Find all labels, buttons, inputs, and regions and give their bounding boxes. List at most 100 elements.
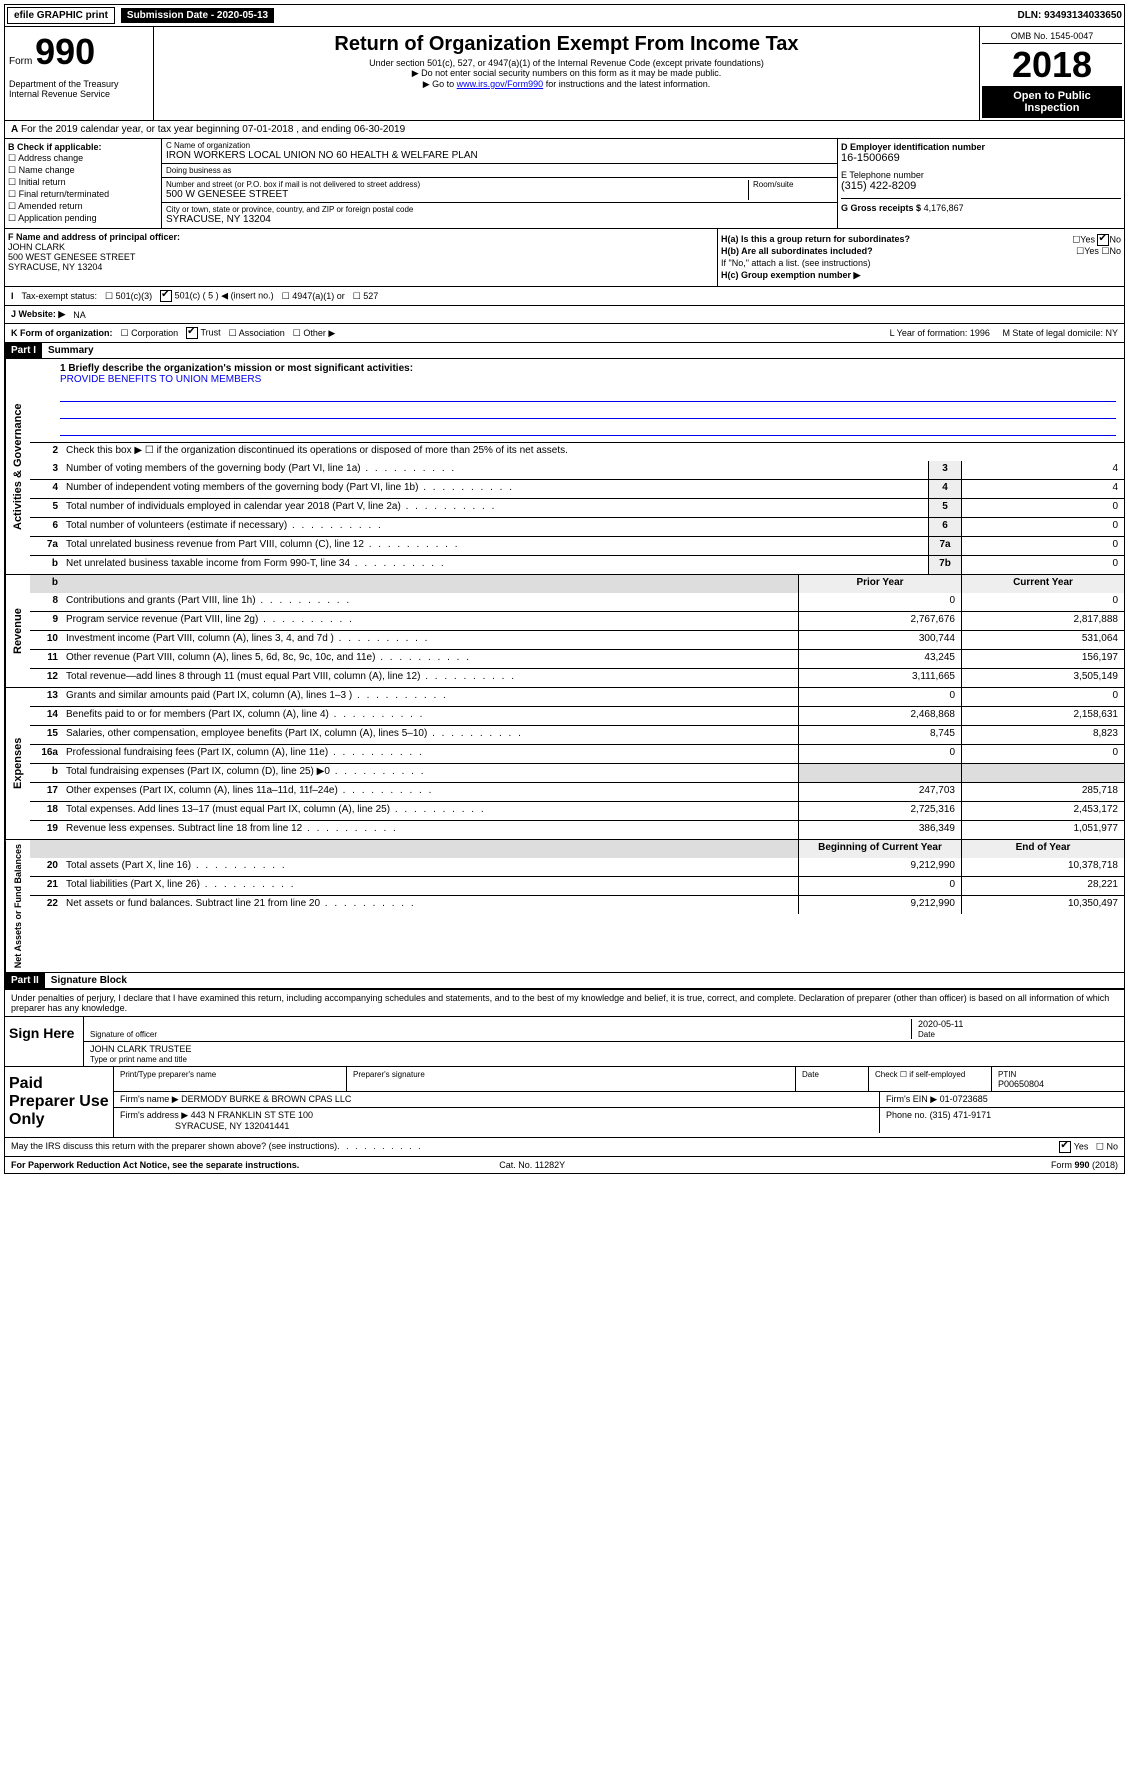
opt-initial-return[interactable]: ☐ Initial return: [8, 177, 158, 188]
ptin-value: P00650804: [998, 1079, 1044, 1089]
k-row: K Form of organization: ☐ Corporation Tr…: [4, 324, 1125, 343]
instructions-link[interactable]: www.irs.gov/Form990: [457, 79, 544, 89]
line-19-current: 1,051,977: [961, 821, 1124, 839]
firm-phone: (315) 471-9171: [930, 1110, 992, 1120]
opt-application-pending[interactable]: ☐ Application pending: [8, 213, 158, 224]
signature-block: Under penalties of perjury, I declare th…: [4, 990, 1125, 1138]
form-id-block: Form 990 Department of the Treasury Inte…: [5, 27, 154, 120]
line-7a-value: 0: [961, 537, 1124, 555]
state-domicile: M State of legal domicile: NY: [1002, 328, 1118, 338]
section-fh: F Name and address of principal officer:…: [4, 229, 1125, 287]
line-14-current: 2,158,631: [961, 707, 1124, 725]
org-name-label: C Name of organization: [166, 141, 833, 150]
paperwork-notice: For Paperwork Reduction Act Notice, see …: [11, 1160, 299, 1170]
dln: DLN: 93493134033650: [1017, 10, 1122, 21]
sig-date: 2020-05-11: [918, 1019, 963, 1029]
line-8-current: 0: [961, 593, 1124, 611]
sign-here-label: Sign Here: [5, 1017, 84, 1066]
form-label: Form: [9, 56, 32, 67]
opt-amended-return[interactable]: ☐ Amended return: [8, 201, 158, 212]
line-9-current: 2,817,888: [961, 612, 1124, 630]
officer-name-title: JOHN CLARK TRUSTEE: [90, 1044, 191, 1054]
vtab-revenue: Revenue: [5, 575, 30, 687]
line-9-prior: 2,767,676: [798, 612, 961, 630]
year-formation: L Year of formation: 1996: [890, 328, 990, 338]
line-a: A For the 2019 calendar year, or tax yea…: [4, 121, 1125, 139]
501c-checkbox[interactable]: [160, 290, 172, 302]
line-15-prior: 8,745: [798, 726, 961, 744]
col-h: H(a) Is this a group return for subordin…: [718, 229, 1124, 286]
prior-year-header: Prior Year: [798, 575, 961, 593]
line-b-prior: [798, 764, 961, 782]
ein-label: D Employer identification number: [841, 142, 985, 152]
line-6-value: 0: [961, 518, 1124, 536]
room-label: Room/suite: [753, 180, 833, 189]
mission-text: PROVIDE BENEFITS TO UNION MEMBERS: [60, 374, 1116, 385]
omb-number: OMB No. 1545-0047: [982, 29, 1122, 44]
line-18-current: 2,453,172: [961, 802, 1124, 820]
line-17-prior: 247,703: [798, 783, 961, 801]
mission-block: 1 Briefly describe the organization's mi…: [30, 359, 1124, 442]
top-bar: efile GRAPHIC print Submission Date - 20…: [4, 4, 1125, 27]
officer-addr1: 500 WEST GENESEE STREET: [8, 252, 135, 262]
trust-checkbox[interactable]: [186, 327, 198, 339]
line-22-current: 10,350,497: [961, 896, 1124, 914]
line-8-prior: 0: [798, 593, 961, 611]
col-c: C Name of organization IRON WORKERS LOCA…: [162, 139, 838, 228]
vtab-net-assets: Net Assets or Fund Balances: [5, 840, 30, 972]
tax-year: 2018: [982, 44, 1122, 86]
phone-label: E Telephone number: [841, 170, 924, 180]
opt-address-change[interactable]: ☐ Address change: [8, 153, 158, 164]
form-header: Form 990 Department of the Treasury Inte…: [4, 27, 1125, 121]
opt-name-change[interactable]: ☐ Name change: [8, 165, 158, 176]
part2-header: Part II: [5, 973, 45, 988]
ha-no-checkbox[interactable]: [1097, 234, 1109, 246]
open-public: Open to Public Inspection: [982, 86, 1122, 118]
gross-label: G Gross receipts $: [841, 203, 921, 213]
vtab-governance: Activities & Governance: [5, 359, 30, 574]
line-17-current: 285,718: [961, 783, 1124, 801]
discuss-row: May the IRS discuss this return with the…: [4, 1138, 1125, 1157]
header-title-block: Return of Organization Exempt From Incom…: [154, 27, 979, 120]
line-13-current: 0: [961, 688, 1124, 706]
paid-preparer-label: Paid Preparer Use Only: [5, 1067, 114, 1137]
col-d: D Employer identification number 16-1500…: [838, 139, 1124, 228]
line-22-prior: 9,212,990: [798, 896, 961, 914]
end-year-header: End of Year: [961, 840, 1124, 858]
part1-header: Part I: [5, 343, 42, 358]
subtitle-3: ▶ Go to www.irs.gov/Form990 for instruct…: [162, 79, 971, 90]
line-4-value: 4: [961, 480, 1124, 498]
line-11-current: 156,197: [961, 650, 1124, 668]
line-21-prior: 0: [798, 877, 961, 895]
part2-title: Signature Block: [45, 973, 133, 988]
efile-label[interactable]: efile GRAPHIC print: [7, 7, 115, 24]
part1-title: Summary: [42, 343, 100, 358]
website-row: J Website: ▶ NA: [4, 306, 1125, 324]
submission-date: Submission Date - 2020-05-13: [121, 8, 274, 23]
org-name: IRON WORKERS LOCAL UNION NO 60 HEALTH & …: [166, 150, 833, 161]
current-year-header: Current Year: [961, 575, 1124, 593]
dept-label: Department of the Treasury Internal Reve…: [9, 79, 149, 99]
officer-addr2: SYRACUSE, NY 13204: [8, 262, 102, 272]
line-20-current: 10,378,718: [961, 858, 1124, 876]
line-19-prior: 386,349: [798, 821, 961, 839]
firm-name: DERMODY BURKE & BROWN CPAS LLC: [181, 1094, 351, 1104]
part-2: Part II Signature Block: [4, 973, 1125, 990]
line-16a-prior: 0: [798, 745, 961, 763]
line-b-current: [961, 764, 1124, 782]
perjury-declaration: Under penalties of perjury, I declare th…: [5, 990, 1124, 1016]
opt-final-return[interactable]: ☐ Final return/terminated: [8, 189, 158, 200]
line-5-value: 0: [961, 499, 1124, 517]
addr-label: Number and street (or P.O. box if mail i…: [166, 180, 748, 189]
discuss-yes-checkbox[interactable]: [1059, 1141, 1071, 1153]
phone-value: (315) 422-8209: [841, 180, 916, 192]
form-title: Return of Organization Exempt From Incom…: [162, 33, 971, 56]
gross-receipts: 4,176,867: [924, 203, 964, 213]
firm-addr1: 443 N FRANKLIN ST STE 100: [191, 1110, 313, 1120]
street-address: 500 W GENESEE STREET: [166, 189, 748, 200]
footer: For Paperwork Reduction Act Notice, see …: [4, 1157, 1125, 1174]
officer-name: JOHN CLARK: [8, 242, 65, 252]
dba-label: Doing business as: [166, 166, 833, 175]
line-16a-current: 0: [961, 745, 1124, 763]
line-14-prior: 2,468,868: [798, 707, 961, 725]
